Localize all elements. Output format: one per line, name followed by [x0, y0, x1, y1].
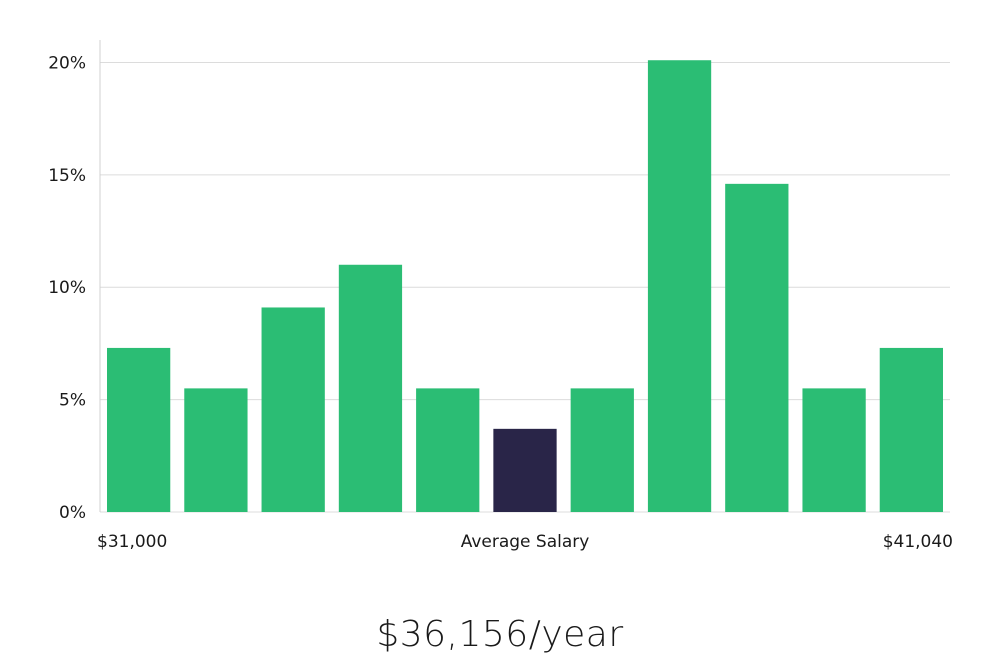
bar: [725, 183, 789, 512]
average-salary-value: $36,156/year: [376, 614, 624, 655]
y-axis-ticks: 0% 5% 10% 15% 20%: [48, 53, 86, 523]
chart-svg: 0% 5% 10% 15% 20% $31,000 Average Salary $41…: [48, 40, 953, 552]
bar: [184, 388, 248, 512]
bar: [107, 347, 171, 512]
bar: [802, 388, 866, 512]
x-label-min: $31,000: [97, 532, 167, 552]
bar: [570, 388, 634, 512]
bars-layer: [107, 60, 943, 512]
bar-average-salary: [493, 428, 557, 512]
bar: [416, 388, 480, 512]
y-tick-label: 10%: [48, 278, 86, 298]
x-axis-title: Average Salary: [461, 532, 590, 552]
y-tick-label: 0%: [59, 503, 86, 523]
bar: [338, 264, 403, 512]
bar: [879, 347, 943, 512]
y-tick-label: 15%: [48, 166, 86, 186]
y-tick-label: 5%: [59, 391, 86, 411]
y-tick-label: 20%: [48, 53, 86, 73]
x-label-max: $41,040: [883, 532, 953, 552]
bar: [647, 60, 712, 512]
bar: [261, 307, 325, 512]
